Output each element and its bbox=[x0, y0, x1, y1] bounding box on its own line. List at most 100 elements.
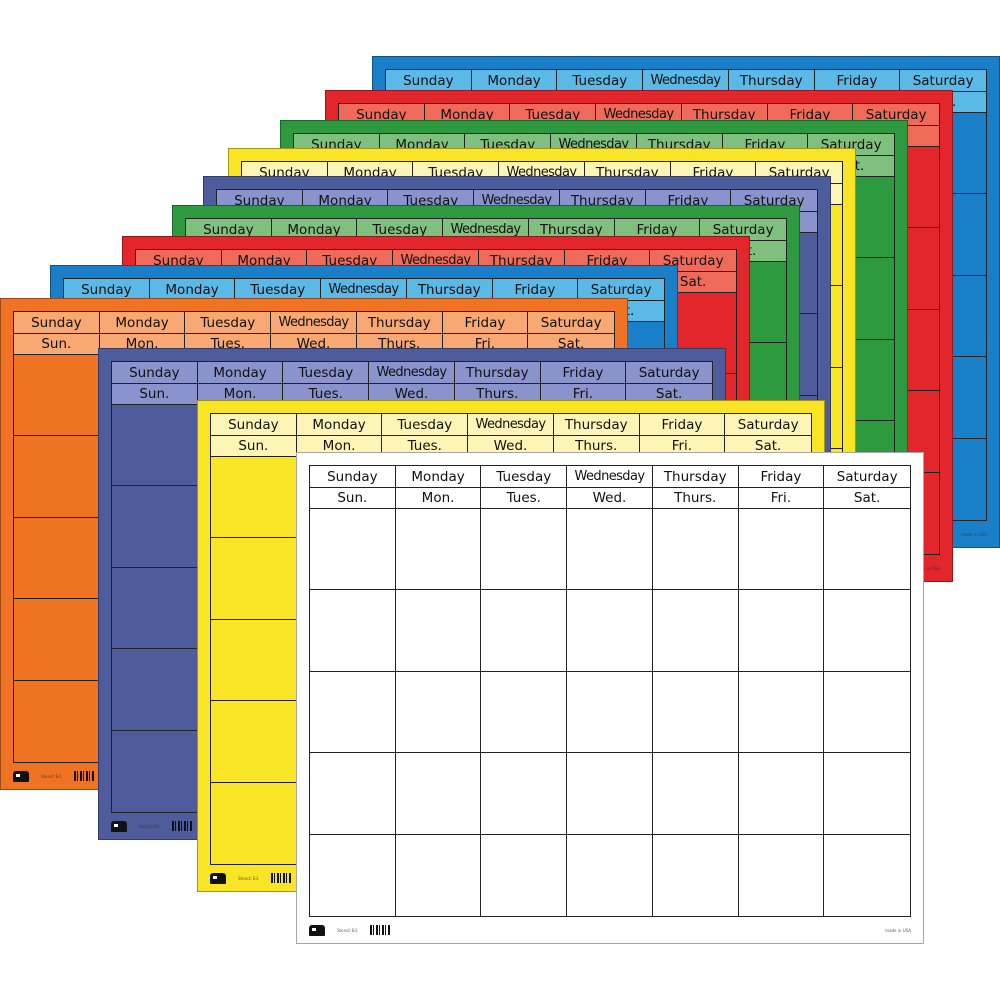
day-header-sunday: Sunday bbox=[186, 219, 272, 241]
date-cell bbox=[395, 753, 482, 835]
barcode-icon bbox=[271, 873, 292, 883]
day-header-tuesday: Tuesday bbox=[481, 466, 568, 488]
date-cell bbox=[738, 590, 825, 672]
day-header-saturday: Saturday bbox=[725, 414, 811, 436]
date-cell bbox=[14, 355, 100, 437]
day-header-thursday: Thursday bbox=[553, 414, 640, 436]
day-header-monday: Monday bbox=[149, 279, 236, 301]
day-header-monday: Monday bbox=[271, 219, 358, 241]
day-abbr-tuesday: Tues. bbox=[382, 436, 469, 457]
barcode-icon bbox=[172, 821, 193, 831]
day-header-thursday: Thursday bbox=[728, 70, 815, 92]
date-cell bbox=[211, 701, 297, 783]
day-header-friday: Friday bbox=[492, 279, 579, 301]
day-header-monday: Monday bbox=[395, 466, 482, 488]
date-cell bbox=[14, 436, 100, 518]
date-cell bbox=[211, 619, 297, 702]
day-header-tuesday: Tuesday bbox=[235, 279, 322, 301]
day-abbr-wednesday: Wed. bbox=[369, 384, 455, 405]
fine-print-left: Stencil Ed. bbox=[238, 875, 260, 881]
date-cell bbox=[652, 509, 739, 591]
day-header-tuesday: Tuesday bbox=[557, 70, 644, 92]
fine-print-right: made in USA bbox=[914, 565, 940, 571]
date-cell bbox=[112, 486, 198, 568]
date-cell bbox=[310, 509, 396, 591]
date-cell bbox=[567, 834, 653, 916]
day-abbr-wednesday: Wed. bbox=[567, 488, 653, 509]
day-header-friday: Friday bbox=[540, 362, 627, 384]
date-cell bbox=[112, 567, 198, 650]
date-cell bbox=[824, 834, 910, 916]
logo-icon bbox=[13, 770, 29, 782]
day-abbr-saturday: Sat. bbox=[725, 436, 811, 457]
date-cell bbox=[481, 671, 568, 754]
day-header-sunday: Sunday bbox=[310, 466, 396, 488]
date-cell bbox=[481, 509, 568, 591]
barcode-icon bbox=[370, 925, 391, 935]
date-cell bbox=[211, 782, 297, 864]
day-header-wednesday: Wednesday bbox=[271, 312, 357, 334]
date-cell bbox=[395, 671, 482, 754]
date-cell bbox=[824, 671, 910, 754]
day-header-monday: Monday bbox=[197, 362, 284, 384]
fine-print-left: Stencil Ed. bbox=[139, 823, 161, 829]
date-cell bbox=[824, 753, 910, 835]
date-cell bbox=[211, 457, 297, 539]
day-header-tuesday: Tuesday bbox=[283, 362, 370, 384]
day-header-wednesday: Wednesday bbox=[443, 219, 529, 241]
date-cell bbox=[567, 753, 653, 835]
day-abbr-tuesday: Tues. bbox=[283, 384, 370, 405]
calendar-grid: Sunday Monday Tuesday Wednesday Thursday Frid… bbox=[309, 465, 911, 917]
day-header-wednesday: Wednesday bbox=[321, 279, 407, 301]
day-header-monday: Monday bbox=[99, 312, 186, 334]
date-cell bbox=[395, 590, 482, 672]
day-header-thursday: Thursday bbox=[454, 362, 541, 384]
date-cell bbox=[652, 753, 739, 835]
day-header-saturday: Saturday bbox=[900, 70, 986, 92]
date-cell bbox=[14, 599, 100, 681]
date-cell bbox=[112, 649, 198, 731]
date-cell bbox=[395, 509, 482, 591]
day-abbr-tuesday: Tues. bbox=[481, 488, 568, 509]
day-header-thursday: Thursday bbox=[356, 312, 443, 334]
date-cell bbox=[738, 834, 825, 916]
barcode-icon bbox=[74, 771, 95, 781]
fine-print-right: made in USA bbox=[961, 531, 987, 537]
date-cell bbox=[310, 834, 396, 916]
day-header-wednesday: Wednesday bbox=[643, 70, 729, 92]
day-header-wednesday: Wednesday bbox=[468, 414, 554, 436]
date-cell bbox=[481, 834, 568, 916]
day-header-tuesday: Tuesday bbox=[382, 414, 469, 436]
date-cell bbox=[481, 590, 568, 672]
day-header-sunday: Sunday bbox=[211, 414, 297, 436]
day-header-wednesday: Wednesday bbox=[567, 466, 653, 488]
date-cell bbox=[310, 671, 396, 754]
day-abbr-sunday: Sun. bbox=[211, 436, 297, 457]
date-cell bbox=[738, 671, 825, 754]
date-cell bbox=[211, 538, 297, 620]
day-header-sunday: Sunday bbox=[14, 312, 100, 334]
date-cell bbox=[310, 753, 396, 835]
day-header-friday: Friday bbox=[738, 466, 825, 488]
day-header-wednesday: Wednesday bbox=[369, 362, 455, 384]
date-cell bbox=[738, 753, 825, 835]
day-abbr-monday: Mon. bbox=[395, 488, 482, 509]
date-cell bbox=[112, 730, 198, 812]
fine-print-right: made in USA bbox=[885, 927, 911, 933]
date-cell bbox=[310, 590, 396, 672]
day-header-saturday: Saturday bbox=[626, 362, 712, 384]
date-cell bbox=[824, 590, 910, 672]
day-header-sunday: Sunday bbox=[386, 70, 472, 92]
date-cell bbox=[652, 671, 739, 754]
fine-print-left: Stencil Ed. bbox=[41, 773, 63, 779]
sheet-footer: Stencil Ed. made in USA bbox=[309, 920, 911, 940]
day-header-saturday: Saturday bbox=[528, 312, 614, 334]
day-header-monday: Monday bbox=[471, 70, 558, 92]
day-abbr-thursday: Thurs. bbox=[652, 488, 739, 509]
day-abbr-friday: Fri. bbox=[738, 488, 825, 509]
day-abbr-sunday: Sun. bbox=[112, 384, 198, 405]
day-header-thursday: Thursday bbox=[652, 466, 739, 488]
logo-icon bbox=[309, 924, 325, 936]
day-abbr-saturday: Sat. bbox=[824, 488, 910, 509]
day-header-friday: Friday bbox=[639, 414, 726, 436]
